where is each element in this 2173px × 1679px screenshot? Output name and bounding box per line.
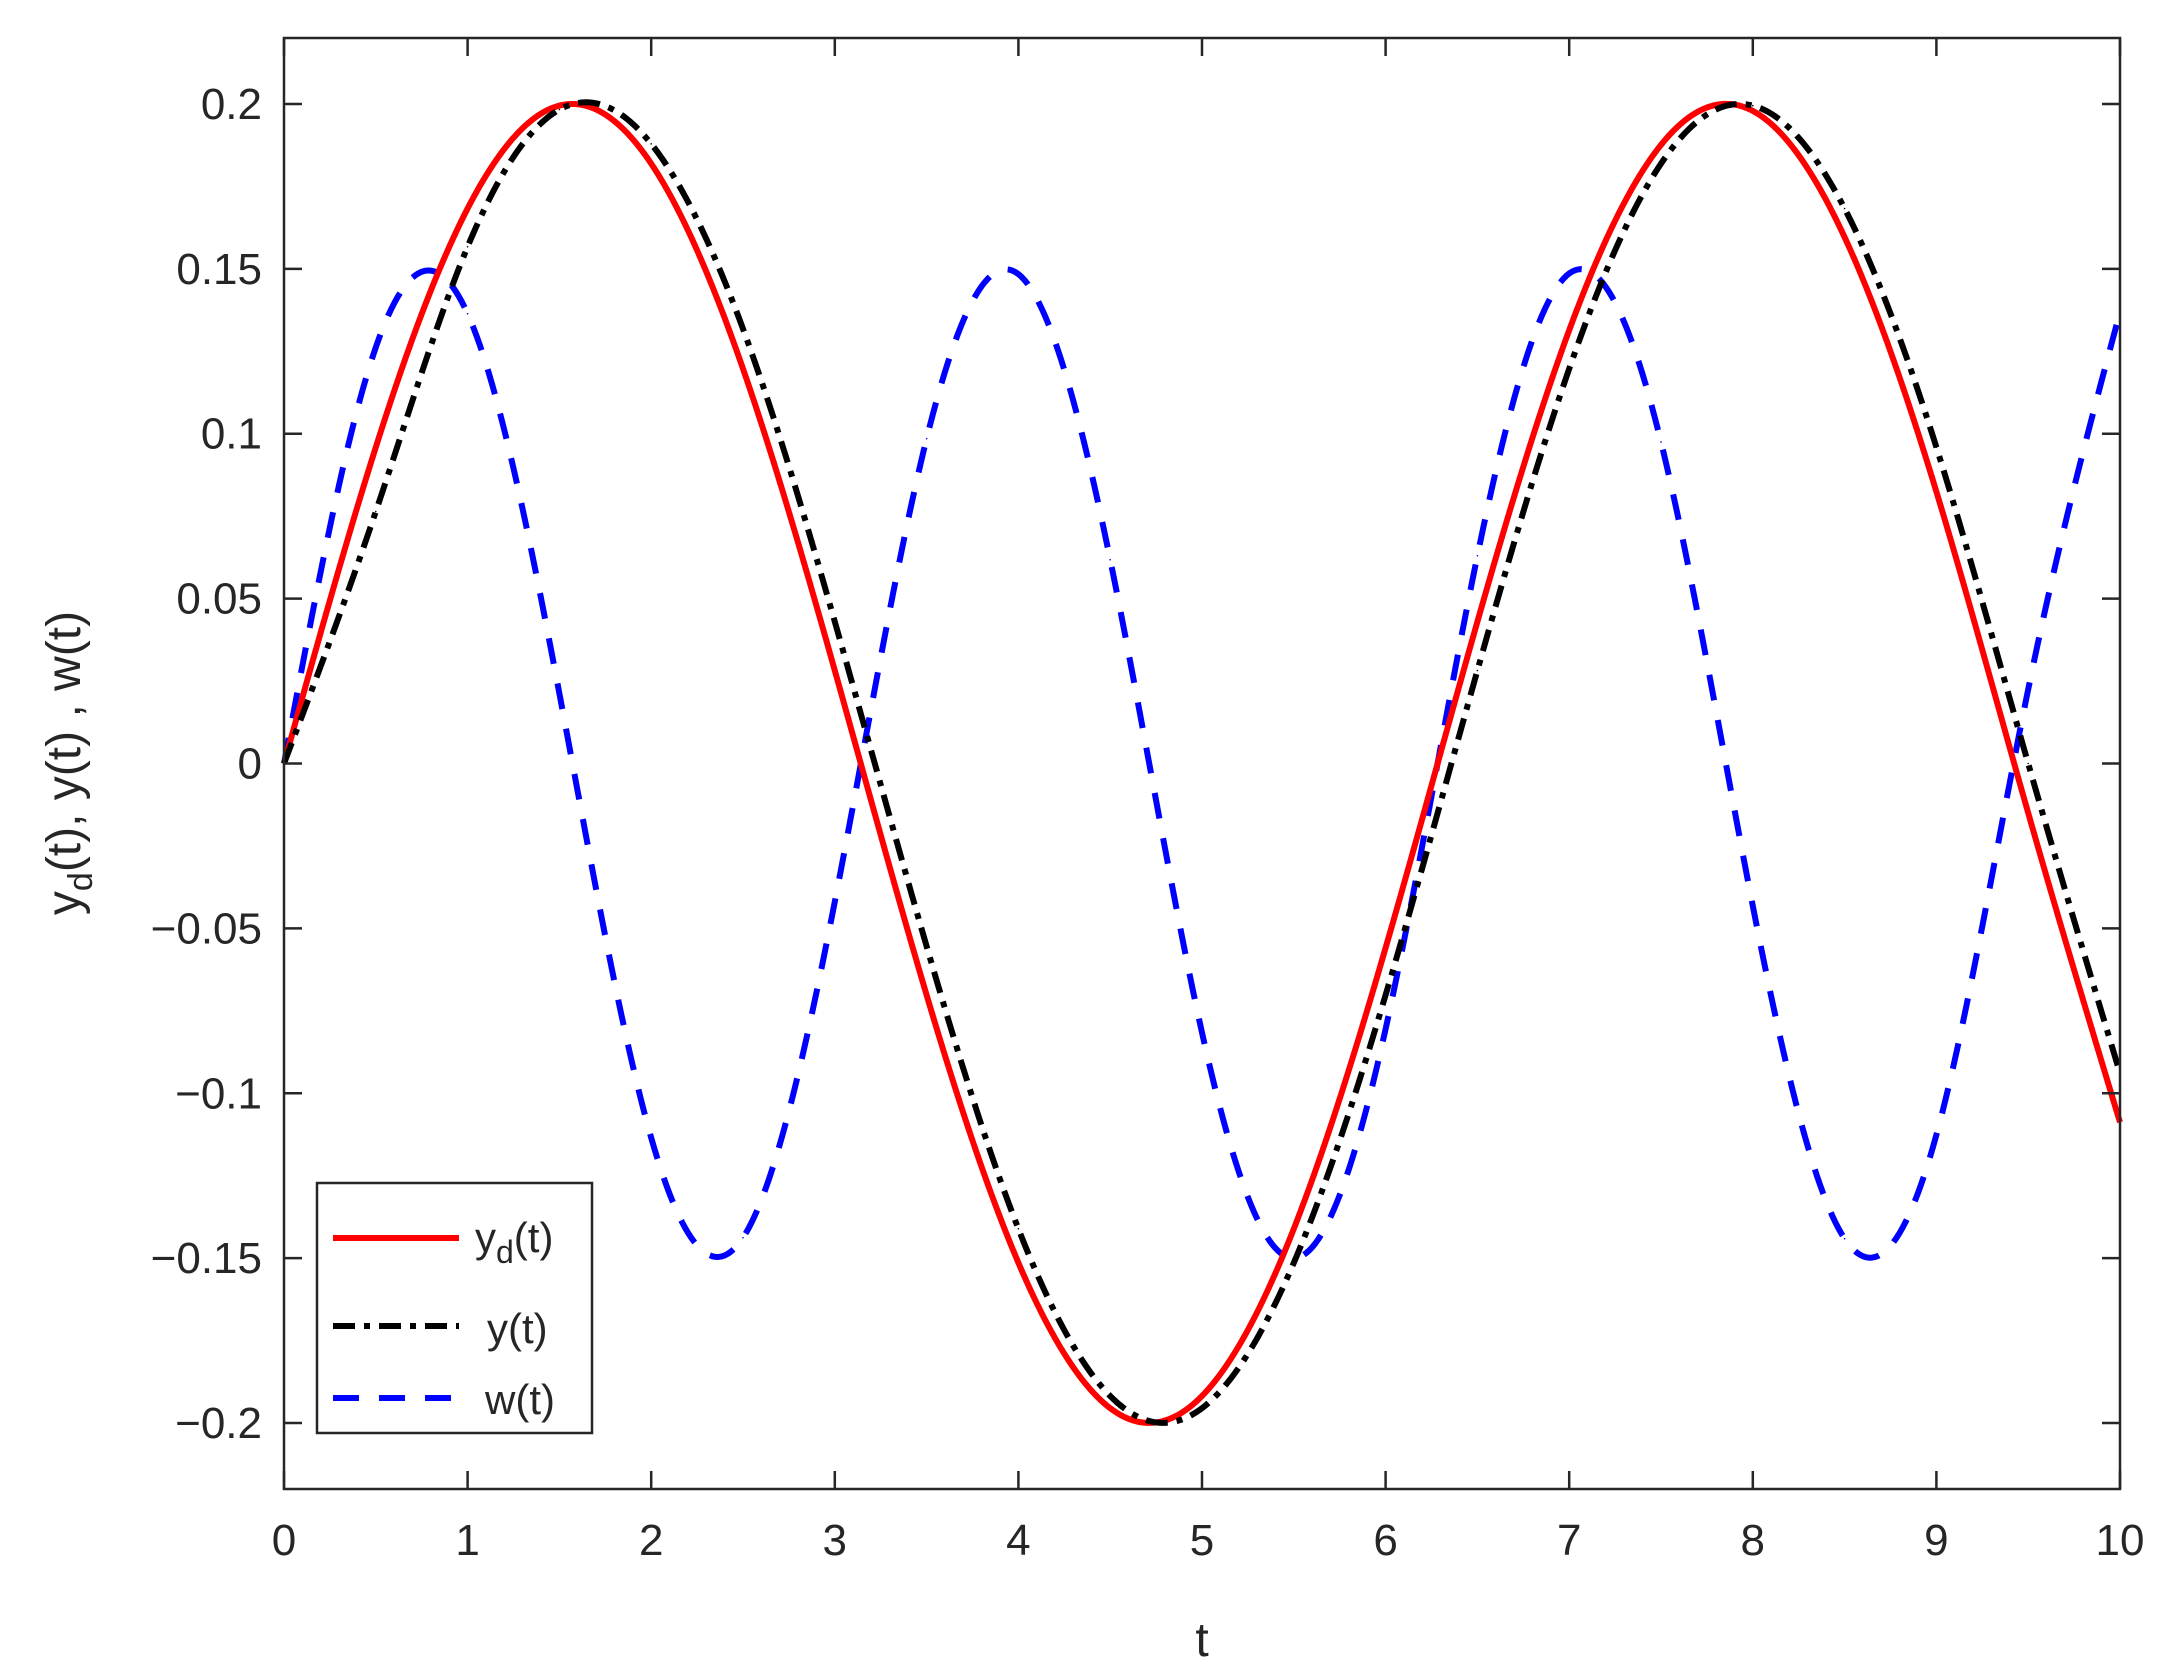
data-point [1384,994,1387,996]
data-point [1384,1028,1387,1030]
y-axis-label: yd(t), y(t) , w(t) [38,611,100,915]
legend: yd(t) y(t) w(t) [315,1181,594,1435]
plot-frame [282,36,2122,1491]
data-point [375,446,377,449]
data-point [1476,554,1479,557]
data-point [1293,1261,1295,1264]
data-point [558,692,561,695]
data-point [1017,273,1020,275]
data-point [742,328,744,330]
data-point [1660,144,1662,146]
data-point [1568,367,1570,370]
x-axis-label: t [1195,1614,1208,1667]
data-point [1109,558,1111,561]
y-tick-label: 0.05 [176,575,262,624]
data-point [1109,1407,1111,1410]
data-point [834,620,836,623]
legend-box [315,1181,594,1435]
data-point [1935,1134,1938,1136]
y-tick-label: 0.1 [201,410,262,459]
legend-label-yd-subscript: d [496,1234,514,1270]
data-point [1568,272,1570,275]
y-tick-label: 0 [238,740,262,789]
x-tick-label: 8 [1741,1516,1765,1565]
x-tick-label: 9 [1924,1516,1948,1565]
x-tick-label: 6 [1373,1516,1397,1565]
data-point [1384,947,1387,949]
data-point [650,143,652,145]
data-point [1017,1228,1020,1230]
x-tick-labels: 0 1 2 3 4 5 6 7 8 9 10 [272,1516,2145,1565]
legend-label-yd: yd(t) [475,1214,553,1270]
x-tick-label: 3 [823,1516,847,1565]
y-tick-labels: 0.2 0.15 0.1 0.05 0 −0.05 −0.1 −0.15 −0.2 [151,80,262,1448]
data-point [1843,236,1846,238]
data-point [1293,1228,1295,1230]
x-tick-label: 0 [272,1516,296,1565]
data-point [834,669,836,672]
data-point [1201,1407,1203,1410]
y-axis-label-rest: (t), y(t) , w(t) [38,611,91,872]
data-point [925,945,928,947]
legend-label-yd-rest: (t) [514,1214,554,1261]
x-tick-label: 1 [455,1516,479,1565]
y-axis-label-subscript: d [62,872,100,891]
data-point [1201,1031,1203,1034]
legend-label-y: y(t) [487,1305,548,1352]
x-tick-label: 10 [2096,1516,2145,1565]
data-point [558,104,561,107]
data-point [2027,812,2029,814]
data-point [650,1136,652,1139]
x-tick-label: 5 [1190,1516,1214,1565]
y-tick-label: −0.1 [175,1069,262,1118]
data-point [1935,490,1938,493]
data-point [925,994,928,996]
data-point [925,437,928,440]
data-point [1201,1395,1203,1397]
data-point [742,367,744,370]
data-point [466,207,469,210]
y-tick-label: 0.15 [176,245,262,294]
data-point [1568,329,1570,331]
y-tick-label: 0.2 [201,80,262,129]
data-point [1752,905,1754,907]
data-point [1017,1261,1020,1264]
data-point [1843,1237,1846,1240]
data-point [1935,446,1938,449]
x-tick-label: 7 [1557,1516,1581,1565]
data-point [1476,669,1479,672]
data-point [558,108,561,111]
data-point [742,1236,744,1239]
data-point [650,162,652,165]
data-point [834,900,836,903]
data-point [1752,110,1754,112]
data-point [375,346,377,349]
data-point [1109,1395,1111,1397]
y-tick-label: −0.2 [175,1399,262,1448]
data-point [1476,620,1479,623]
data-point [1843,207,1846,210]
data-point [466,245,469,248]
data-point [1660,441,1662,443]
legend-label-w: w(t) [484,1376,555,1423]
data-point [375,510,377,513]
data-point [1752,104,1754,107]
x-tick-label: 2 [639,1516,663,1565]
y-axis-label-main: y [38,891,91,915]
x-tick-label: 4 [1006,1516,1030,1565]
data-point [1660,162,1662,165]
y-tick-label: −0.05 [151,904,262,953]
data-point [466,312,469,315]
tick-marks [282,38,2122,1489]
data-point [2027,762,2029,765]
series-layer [281,99,2123,1426]
legend-label-yd-main: y [475,1214,496,1261]
data-point [2027,688,2029,691]
y-tick-label: −0.15 [151,1234,262,1283]
